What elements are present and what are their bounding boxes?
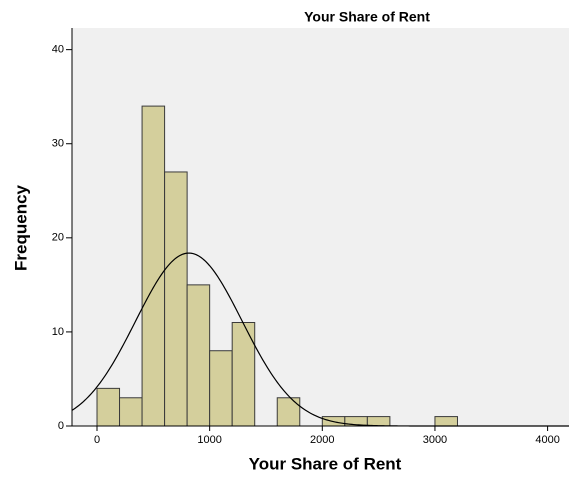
bar xyxy=(434,416,458,427)
bar xyxy=(141,105,166,427)
bar xyxy=(209,350,233,427)
x-tick-label: 0 xyxy=(94,434,100,446)
y-tick-label: 40 xyxy=(52,44,64,56)
bar xyxy=(119,397,143,427)
bar xyxy=(164,171,188,427)
x-tick-label: 4000 xyxy=(535,434,559,446)
y-axis-title: Frequency xyxy=(11,184,30,271)
y-tick-label: 10 xyxy=(52,326,64,338)
bar xyxy=(96,387,121,427)
y-tick-label: 20 xyxy=(52,232,64,244)
x-axis-title: Your Share of Rent xyxy=(249,454,402,473)
y-tick-label: 30 xyxy=(52,138,64,150)
x-tick-label: 3000 xyxy=(423,434,447,446)
chart-title: Your Share of Rent xyxy=(304,9,430,25)
x-tick-label: 1000 xyxy=(197,434,221,446)
bar xyxy=(276,397,301,427)
x-tick-label: 2000 xyxy=(310,434,334,446)
bar xyxy=(186,284,211,427)
y-tick-label: 0 xyxy=(58,420,64,432)
bar xyxy=(366,416,391,427)
